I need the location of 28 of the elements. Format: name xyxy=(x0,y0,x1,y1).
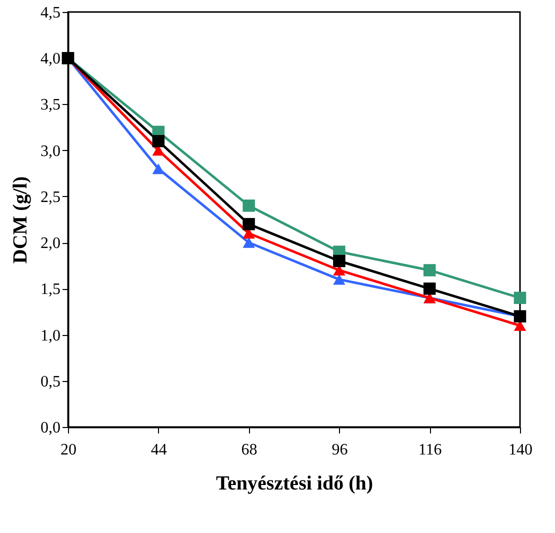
point xyxy=(333,254,346,268)
x-tick-label: 44 xyxy=(150,442,167,458)
point xyxy=(242,200,255,212)
y-tick-label: 0,5 xyxy=(40,373,60,390)
x-tick-label: 116 xyxy=(418,442,442,458)
y-tick-label: 4,5 xyxy=(40,4,60,22)
y-tick-label: 2,0 xyxy=(40,235,60,252)
point xyxy=(514,292,526,304)
x-tick-label: 68 xyxy=(241,442,258,458)
y-axis-title: DCM (g/l) xyxy=(10,176,32,264)
x-tick-label: 140 xyxy=(508,442,532,458)
point xyxy=(423,282,436,295)
point xyxy=(152,163,165,174)
x-tick-label: 20 xyxy=(60,442,76,458)
y-tick-label: 3,5 xyxy=(40,96,60,114)
y-tick-label: 1,0 xyxy=(40,327,60,344)
point xyxy=(242,218,255,230)
x-tick-label: 96 xyxy=(332,442,348,458)
x-axis-title: Tenyésztési idő (h) xyxy=(216,472,374,494)
point xyxy=(242,237,255,248)
y-tick-label: 3,0 xyxy=(40,142,60,160)
y-tick-label: 2,5 xyxy=(40,188,60,206)
y-tick-label: 4,0 xyxy=(40,50,60,68)
point xyxy=(333,274,346,285)
y-tick-label: 0,0 xyxy=(40,420,60,436)
point xyxy=(423,264,436,276)
point xyxy=(152,134,165,148)
y-tick-label: 1,5 xyxy=(40,281,60,298)
